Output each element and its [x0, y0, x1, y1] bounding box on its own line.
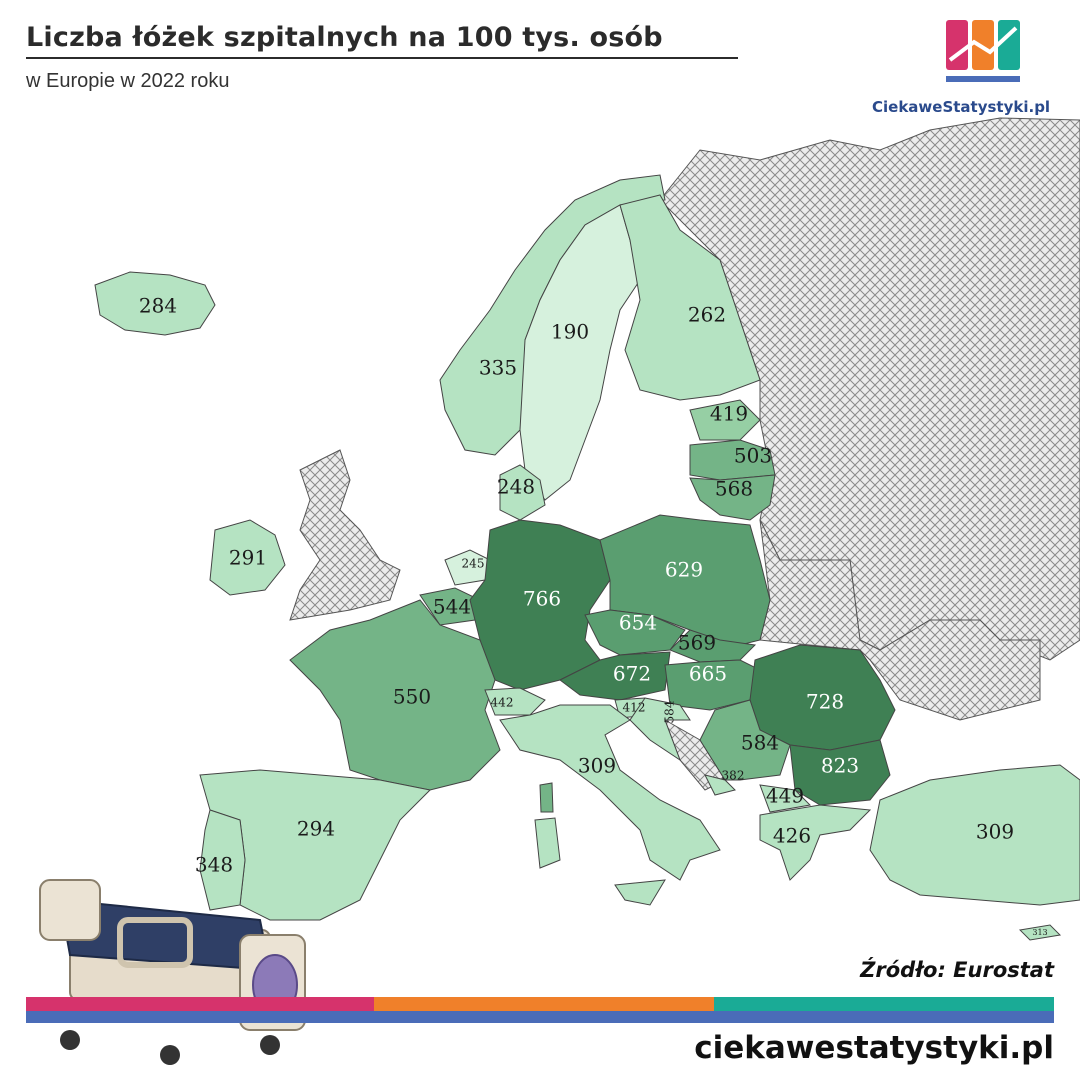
region-north-macedonia — [759, 784, 812, 813]
region-finland — [619, 194, 761, 401]
region-denmark — [499, 464, 546, 521]
stripe-orange — [374, 997, 714, 1011]
brand-name: CiekaweStatystyki.pl — [872, 98, 1051, 116]
value-label-finland: 262 — [688, 303, 726, 327]
hospital-bed-icon — [39, 879, 306, 1065]
map-title: Liczba łóżek szpitalnych na 100 tys. osó… — [26, 22, 663, 53]
region-greece — [759, 804, 872, 881]
value-label-slovakia: 569 — [678, 631, 716, 655]
region-turkey — [869, 764, 1080, 906]
stripe-teal — [714, 997, 1054, 1011]
website-url[interactable]: ciekawestatystyki.pl — [694, 1030, 1054, 1066]
value-label-latvia: 503 — [734, 444, 772, 468]
value-label-serbia: 584 — [741, 731, 779, 755]
value-label-cyprus: 313 — [1032, 928, 1047, 937]
region-lithuania — [689, 474, 776, 521]
region-bulgaria — [789, 739, 891, 806]
value-label-portugal: 348 — [195, 853, 233, 877]
value-label-denmark: 248 — [497, 475, 535, 499]
value-label-italy: 309 — [578, 754, 616, 778]
value-label-czechia: 654 — [619, 611, 657, 635]
region-cyprus — [1018, 924, 1062, 941]
region-belarus-ukraine-nodata — [759, 519, 1041, 721]
title-underline — [26, 57, 738, 59]
value-label-ireland: 291 — [229, 546, 267, 570]
region-iceland — [94, 271, 216, 336]
region-czechia — [584, 609, 686, 656]
region-portugal — [199, 809, 246, 911]
value-label-turkey: 309 — [976, 820, 1014, 844]
value-label-poland: 629 — [665, 558, 703, 582]
stripe-blue — [26, 1011, 1054, 1023]
region-corsica — [539, 782, 554, 813]
value-label-montenegro: 382 — [722, 769, 745, 783]
value-label-netherlands: 245 — [462, 557, 485, 571]
source-note: Źródło: Eurostat — [860, 958, 1054, 982]
region-montenegro — [704, 774, 736, 796]
region-france — [289, 599, 501, 791]
value-label-greece: 426 — [773, 824, 811, 848]
value-label-germany: 766 — [523, 587, 561, 611]
brand-logo-icon — [946, 20, 1020, 82]
value-label-belgium: 544 — [433, 595, 471, 619]
region-croatia — [629, 697, 691, 762]
value-label-norway: 335 — [479, 356, 517, 380]
value-label-estonia: 419 — [710, 402, 748, 426]
value-label-romania: 728 — [806, 690, 844, 714]
value-label-hungary: 665 — [689, 662, 727, 686]
value-label-slovenia: 412 — [623, 701, 646, 715]
region-uk-nodata — [289, 449, 401, 621]
region-switzerland — [484, 687, 546, 716]
stripe-pink — [26, 997, 374, 1011]
value-label-france: 550 — [393, 685, 431, 709]
value-label-lithuania: 568 — [715, 477, 753, 501]
region-estonia — [689, 399, 761, 441]
region-italy — [499, 704, 721, 881]
region-serbia — [699, 699, 791, 781]
region-ireland — [209, 519, 286, 596]
value-label-croatia: 584 — [663, 700, 677, 723]
value-label-bulgaria: 823 — [821, 754, 859, 778]
region-sardinia — [534, 817, 561, 869]
value-label-switzerland: 442 — [491, 696, 514, 710]
value-label-iceland: 284 — [139, 294, 177, 318]
value-label-sweden: 190 — [551, 320, 589, 344]
value-label-austria: 672 — [613, 662, 651, 686]
region-sicily — [614, 879, 666, 906]
map-subtitle: w Europie w 2022 roku — [26, 70, 230, 92]
value-label-spain: 294 — [297, 817, 335, 841]
value-label-north-macedonia: 449 — [766, 784, 804, 808]
